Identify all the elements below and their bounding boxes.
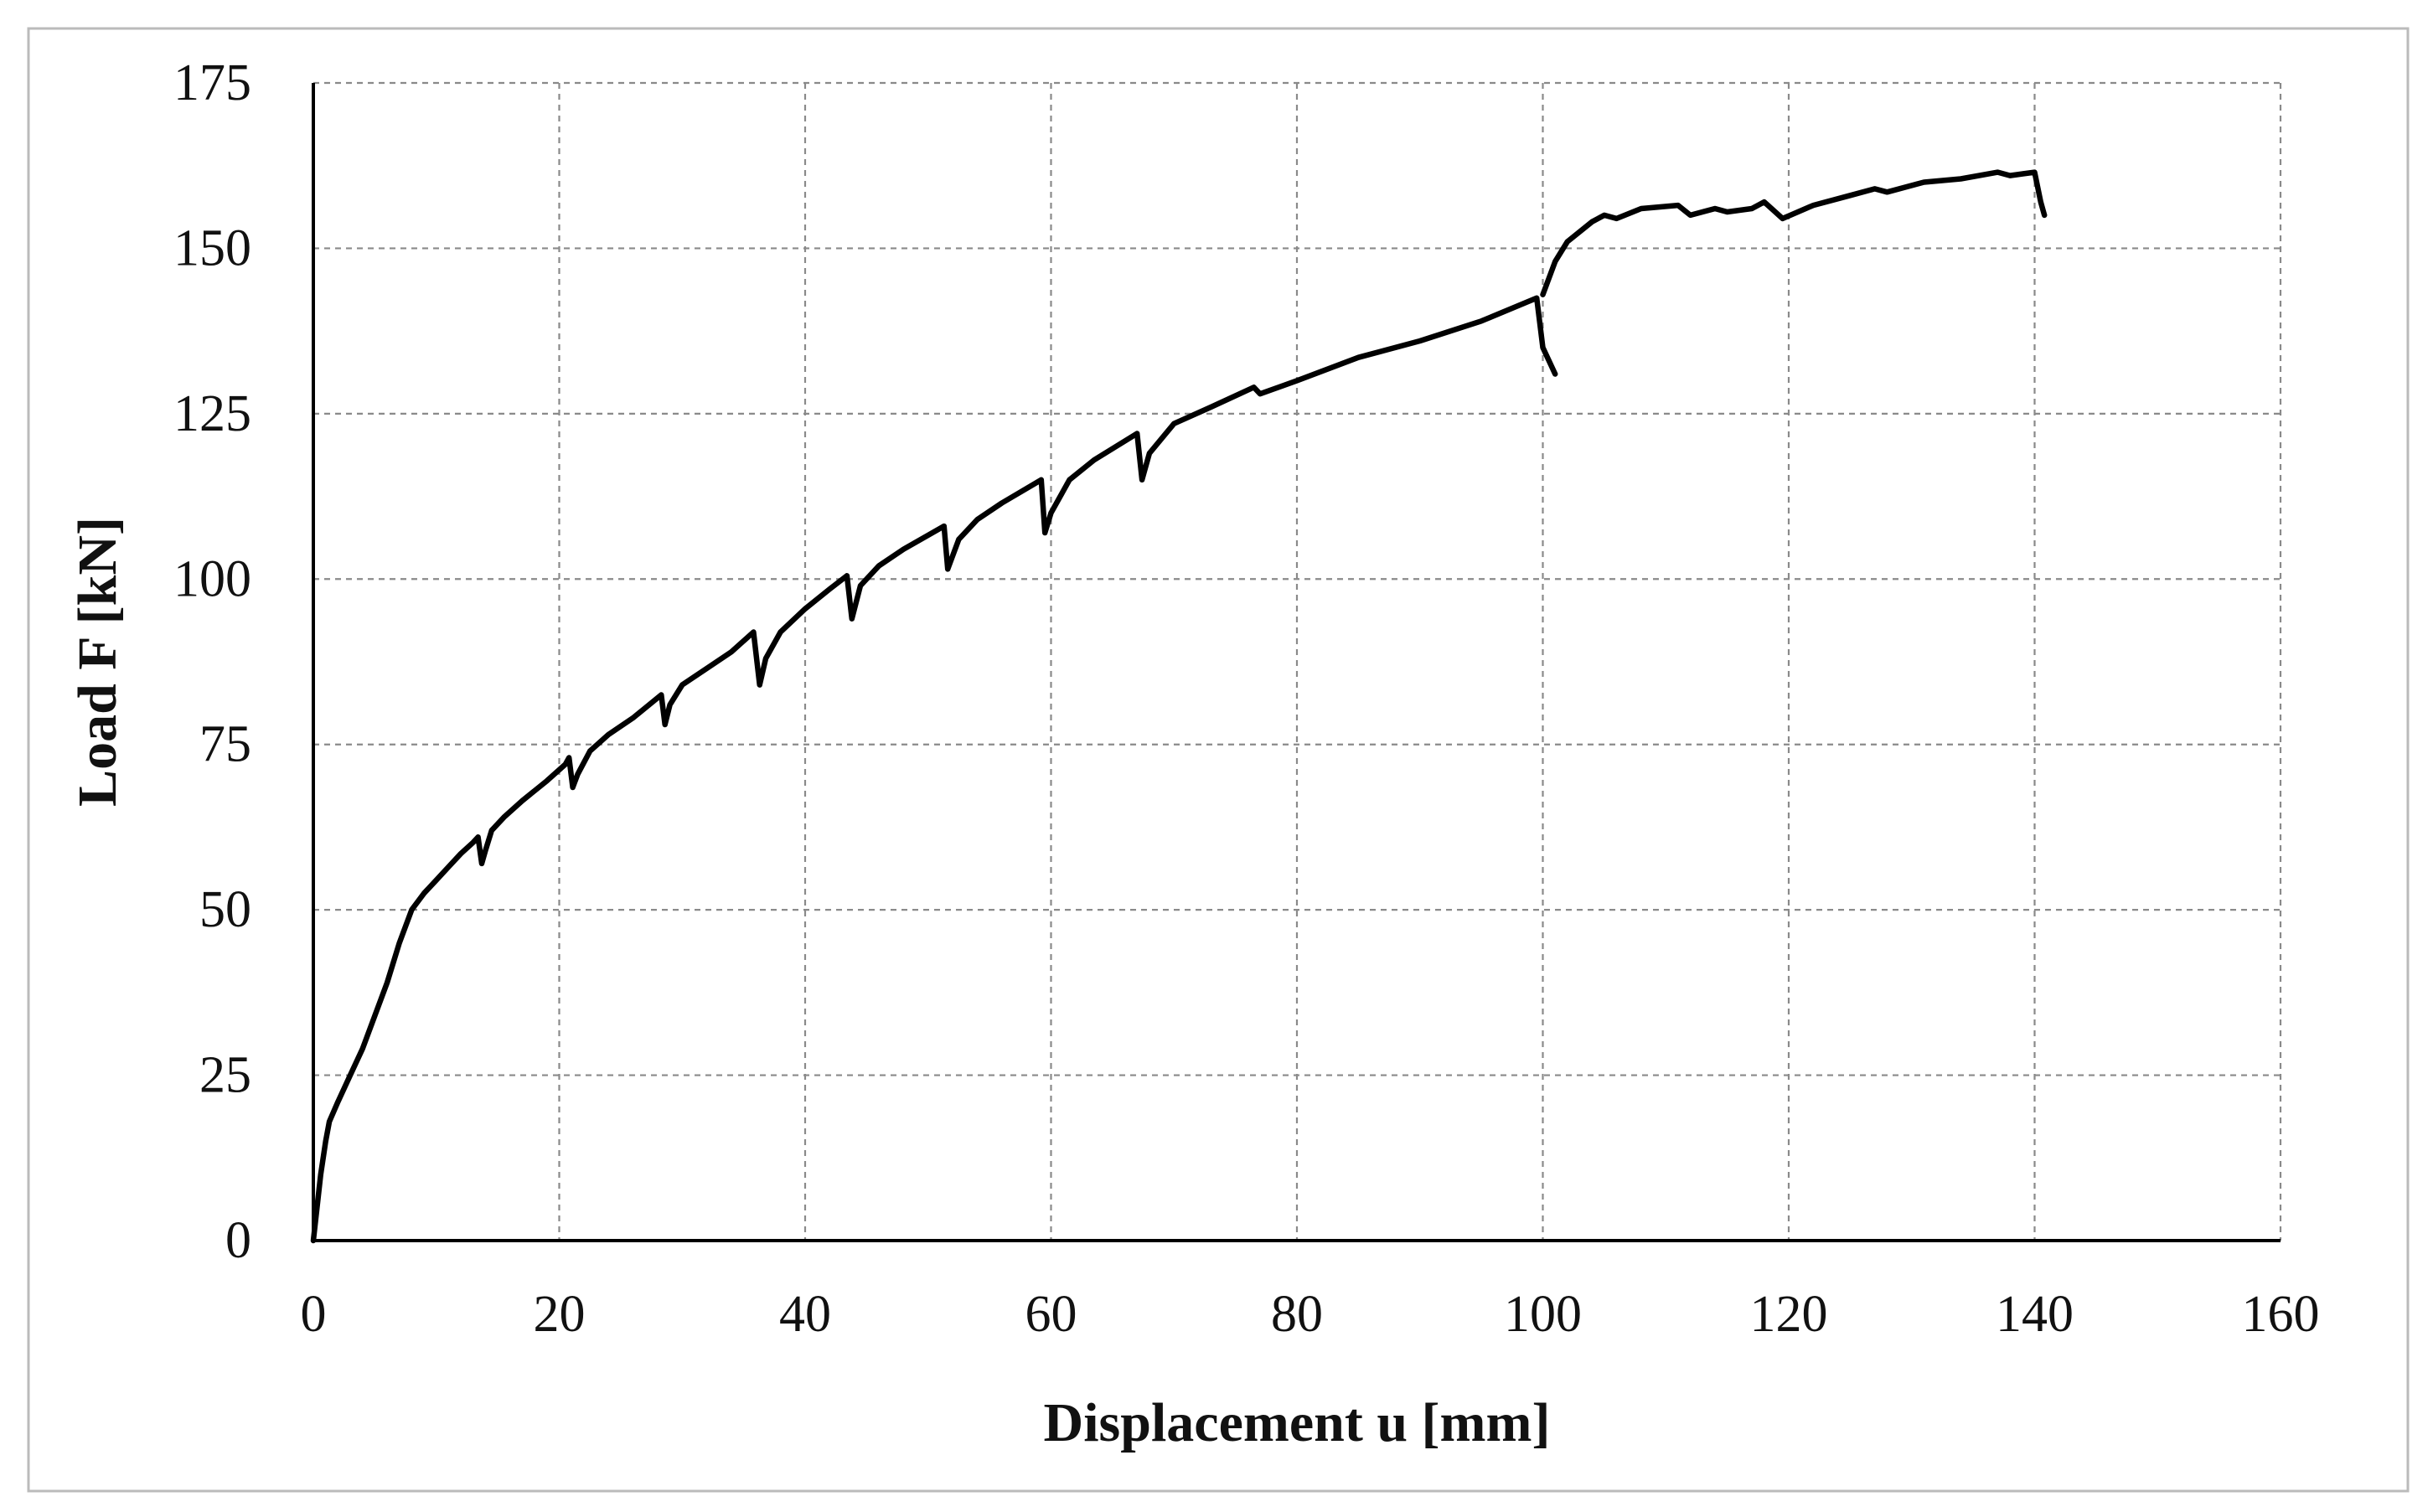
x-tick-label: 0	[301, 1286, 327, 1343]
y-tick-label: 25	[199, 1047, 251, 1104]
y-tick-label: 75	[199, 716, 251, 773]
y-tick-label: 100	[173, 550, 251, 607]
y-tick-label: 50	[199, 881, 251, 938]
y-tick-label: 0	[225, 1212, 251, 1269]
x-tick-label: 120	[1750, 1286, 1828, 1343]
y-tick-label: 125	[173, 385, 251, 442]
x-tick-label: 20	[534, 1286, 586, 1343]
y-axis-title: Load F [kN]	[67, 517, 128, 807]
y-tick-label: 150	[173, 219, 251, 276]
x-tick-label: 80	[1271, 1286, 1323, 1343]
x-tick-label: 160	[2242, 1286, 2320, 1343]
data-line	[310, 169, 2048, 1244]
x-tick-label: 100	[1504, 1286, 1582, 1343]
x-tick-label: 140	[1996, 1286, 2074, 1343]
x-tick-label: 60	[1025, 1286, 1077, 1343]
x-axis-title: Displacement u [mm]	[1044, 1392, 1551, 1453]
y-tick-label: 175	[173, 54, 251, 111]
plot-area	[310, 169, 2048, 1244]
chart-frame	[27, 27, 2410, 1493]
x-tick-label: 40	[779, 1286, 831, 1343]
